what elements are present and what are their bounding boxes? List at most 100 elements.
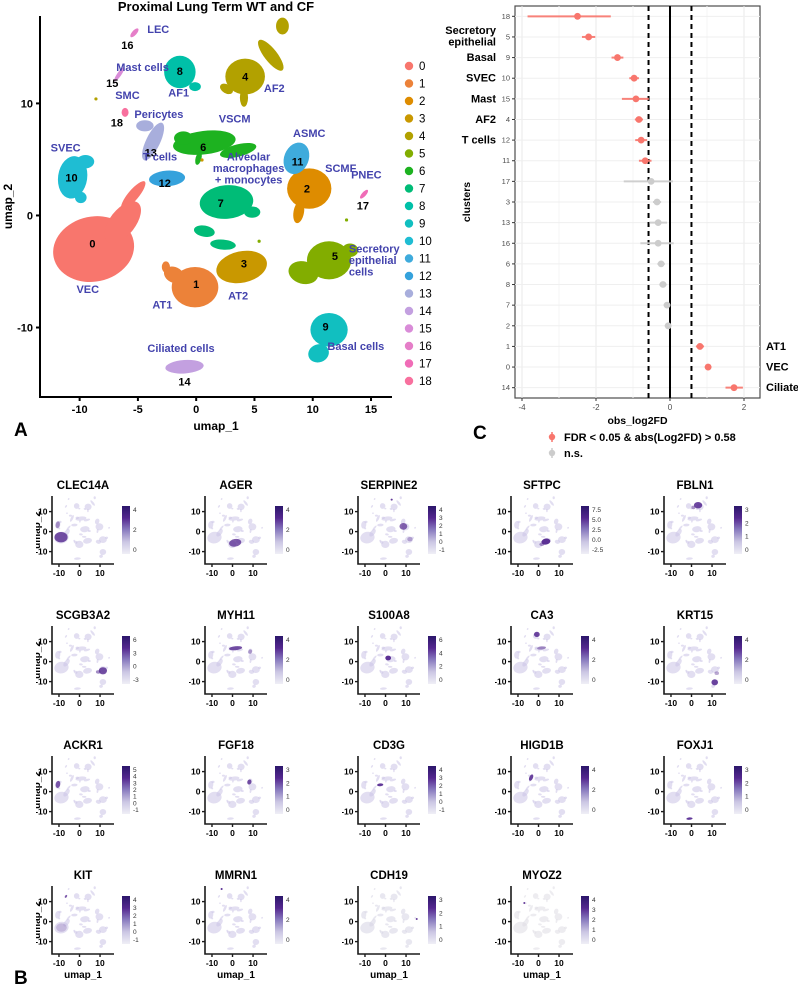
colorbar-tick-label: 2 (745, 780, 749, 787)
umap-silhouette (381, 516, 385, 519)
colorbar-tick-label: -2.5 (592, 547, 604, 554)
umap-silhouette (385, 663, 389, 666)
umap-silhouette (692, 526, 702, 533)
cluster-number-15: 15 (106, 78, 118, 90)
expression-highlight (98, 667, 108, 675)
umap-silhouette (402, 789, 405, 793)
y-tick-label: 0 (502, 916, 507, 926)
y-tick-label: 10 (650, 636, 660, 646)
cluster-number-1: 1 (193, 279, 199, 291)
x-tick-label: -10 (665, 568, 678, 578)
x-tick-label: 2 (742, 403, 747, 412)
colorbar-tick-label: 7.5 (592, 507, 601, 514)
umap-silhouette (681, 515, 686, 522)
y-tick-label: -10 (495, 936, 507, 946)
umap-silhouette (73, 763, 80, 769)
umap-silhouette (219, 512, 221, 514)
y-tick-label: 10 (650, 766, 660, 776)
umap-silhouette (676, 505, 680, 508)
umap-silhouette (231, 637, 234, 640)
umap-silhouette (553, 648, 559, 655)
umap-silhouette (522, 919, 529, 927)
umap-silhouette (364, 917, 367, 920)
umap-silhouette (375, 775, 380, 782)
umap-silhouette (258, 796, 262, 799)
umap-silhouette (555, 789, 558, 793)
umap-silhouette (224, 523, 231, 527)
colorbar-tick-label: 0 (439, 677, 443, 684)
umap-silhouette (530, 653, 537, 657)
umap-silhouette (252, 796, 260, 803)
x-tick-label: 0 (77, 568, 82, 578)
expression-highlight (390, 498, 393, 501)
umap-silhouette (540, 665, 546, 668)
umap-silhouette (695, 638, 698, 640)
cell-type-annotation: Basal cells (327, 341, 384, 353)
colorbar-tick-label: 2 (286, 917, 290, 924)
umap-silhouette (525, 512, 527, 514)
umap-silhouette (386, 526, 396, 533)
umap-silhouette (517, 917, 520, 920)
umap-silhouette (240, 660, 244, 662)
umap-silhouette (385, 910, 387, 913)
umap-silhouette (247, 908, 253, 915)
x-tick-label: -10 (53, 958, 66, 968)
umap-silhouette (696, 633, 704, 640)
colorbar-tick-label: 0 (745, 807, 749, 814)
colorbar-tick-label: 0 (133, 547, 137, 554)
colorbar (581, 896, 589, 944)
umap-silhouette (87, 899, 89, 903)
row-annotation-left: Mast (471, 93, 496, 105)
umap-silhouette (711, 666, 719, 673)
colorbar-tick-label: 3 (286, 767, 290, 774)
umap-silhouette (389, 508, 392, 510)
umap-silhouette (96, 529, 99, 533)
umap-silhouette (558, 939, 566, 945)
colorbar (275, 636, 283, 684)
legend-swatch-8 (404, 201, 414, 211)
cluster-blob-4 (220, 83, 233, 95)
umap-silhouette (542, 797, 551, 804)
x-tick-label: -10 (512, 698, 525, 708)
umap-silhouette (108, 916, 110, 919)
umap-silhouette (533, 687, 540, 690)
y-tick-label: 10 (38, 766, 48, 776)
cluster-blob-6 (195, 151, 202, 165)
x-tick-label: 10 (95, 828, 105, 838)
umap-silhouette (564, 536, 568, 539)
umap-silhouette (252, 679, 260, 685)
umap-silhouette (261, 526, 263, 529)
point-6 (657, 260, 665, 268)
umap-silhouette (385, 780, 387, 783)
cluster-blob-6 (219, 142, 257, 158)
cluster-blob-18 (121, 107, 129, 117)
colorbar-tick-label: 2 (745, 657, 749, 664)
umap-silhouette (517, 657, 520, 660)
umap-silhouette (405, 939, 413, 945)
umap-silhouette (222, 645, 227, 652)
umap-silhouette (90, 760, 95, 766)
umap-silhouette (58, 787, 61, 790)
umap-silhouette (67, 758, 70, 760)
y-axis-label: umap_2 (36, 771, 43, 809)
legend-swatch-11 (404, 254, 414, 263)
cluster-7 (193, 185, 261, 250)
axis-lines (51, 756, 114, 825)
umap-silhouette (517, 787, 520, 790)
umap-silhouette (66, 772, 68, 774)
umap-silhouette (678, 655, 683, 661)
cluster-number-9: 9 (323, 321, 329, 333)
legend-label-8: 8 (419, 201, 425, 213)
legend-label-17: 17 (419, 359, 432, 371)
umap-silhouette (372, 915, 377, 921)
umap-silhouette (711, 536, 719, 543)
y-tick-label: 10 (38, 506, 48, 516)
umap-silhouette (227, 817, 234, 820)
legend-pointrange-dot (548, 433, 556, 441)
x-tick-label: 10 (248, 958, 258, 968)
umap-silhouette (691, 650, 693, 653)
umap-silhouette (546, 769, 548, 773)
expression-highlight (55, 521, 60, 529)
umap-silhouette (558, 666, 566, 673)
umap-silhouette (236, 667, 245, 674)
